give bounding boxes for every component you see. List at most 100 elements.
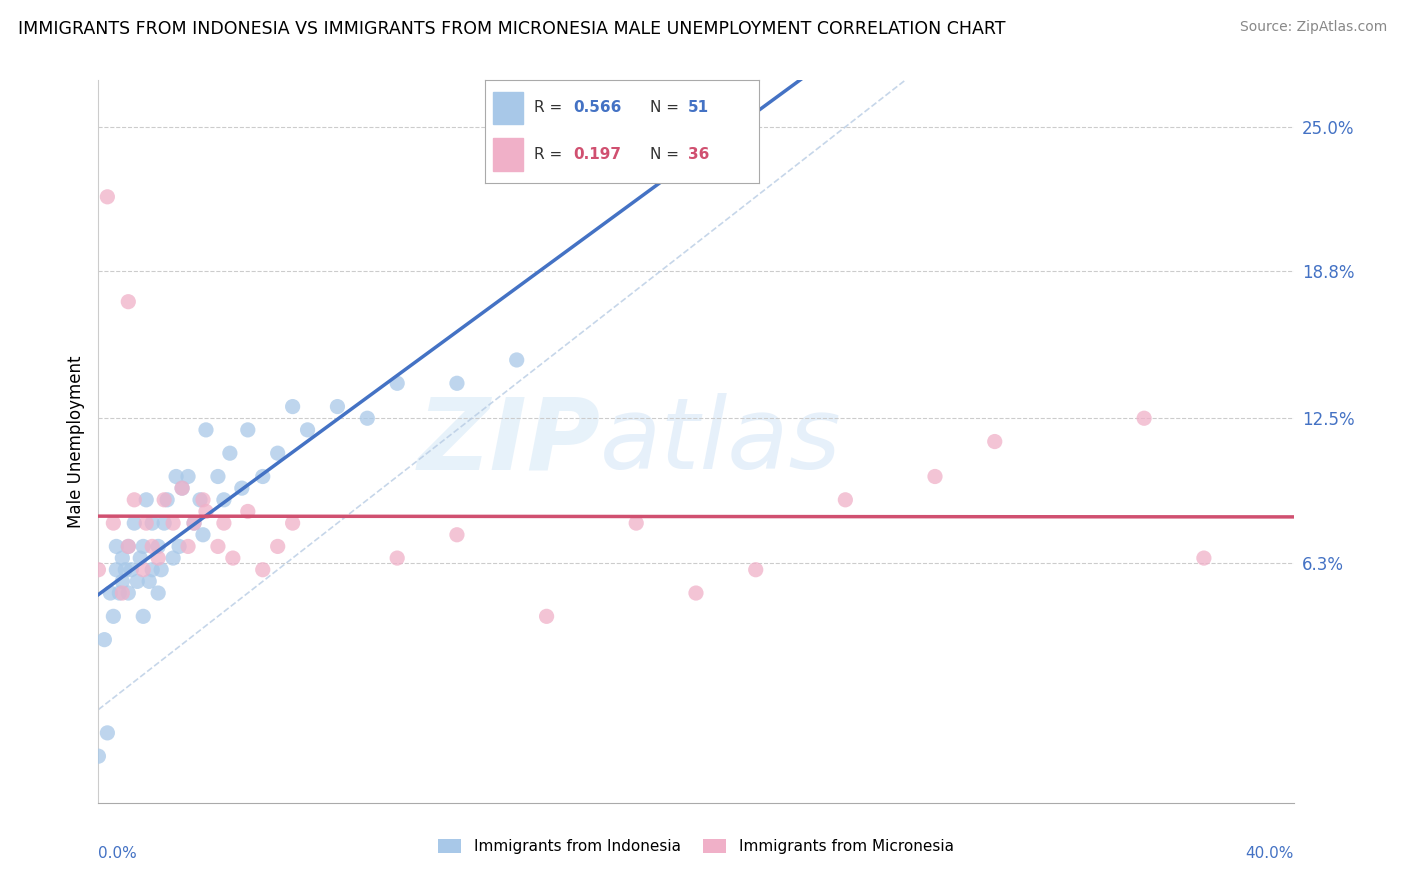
Point bbox=[124, 492, 146, 507]
Point bbox=[231, 481, 253, 495]
Point bbox=[148, 540, 170, 554]
Point bbox=[267, 540, 290, 554]
Point bbox=[167, 540, 190, 554]
Point bbox=[297, 423, 319, 437]
Text: atlas: atlas bbox=[600, 393, 842, 490]
Text: ZIP: ZIP bbox=[418, 393, 600, 490]
Text: 40.0%: 40.0% bbox=[1246, 847, 1294, 861]
Point bbox=[150, 563, 173, 577]
Point bbox=[188, 492, 211, 507]
Point bbox=[385, 551, 409, 566]
Point bbox=[124, 516, 146, 530]
Point bbox=[132, 563, 155, 577]
Point bbox=[153, 516, 176, 530]
Point bbox=[385, 376, 409, 391]
Point bbox=[222, 551, 245, 566]
Point bbox=[93, 632, 115, 647]
Point bbox=[117, 540, 139, 554]
Point bbox=[153, 492, 176, 507]
Point bbox=[252, 469, 274, 483]
Point bbox=[117, 586, 139, 600]
Point bbox=[195, 423, 218, 437]
Point bbox=[141, 540, 163, 554]
Point bbox=[132, 609, 155, 624]
Text: R =: R = bbox=[534, 101, 568, 115]
Point bbox=[236, 504, 259, 518]
Point bbox=[281, 516, 304, 530]
Point bbox=[87, 563, 110, 577]
Point bbox=[156, 492, 179, 507]
Point bbox=[1192, 551, 1215, 566]
Point bbox=[129, 551, 152, 566]
Point bbox=[207, 540, 229, 554]
Y-axis label: Male Unemployment: Male Unemployment bbox=[66, 355, 84, 528]
Point bbox=[111, 586, 134, 600]
Text: N =: N = bbox=[650, 101, 683, 115]
Text: R =: R = bbox=[534, 146, 568, 161]
Point bbox=[120, 563, 142, 577]
Point bbox=[1133, 411, 1156, 425]
Point bbox=[177, 469, 200, 483]
Point bbox=[135, 516, 157, 530]
Point bbox=[172, 481, 194, 495]
Point bbox=[132, 540, 155, 554]
Point bbox=[177, 540, 200, 554]
Point bbox=[834, 492, 856, 507]
Point bbox=[446, 376, 468, 391]
Point bbox=[536, 609, 558, 624]
Point bbox=[105, 563, 128, 577]
Point bbox=[745, 563, 768, 577]
Point bbox=[252, 563, 274, 577]
Point bbox=[162, 551, 184, 566]
Text: IMMIGRANTS FROM INDONESIA VS IMMIGRANTS FROM MICRONESIA MALE UNEMPLOYMENT CORREL: IMMIGRANTS FROM INDONESIA VS IMMIGRANTS … bbox=[18, 20, 1005, 37]
Point bbox=[191, 528, 214, 542]
Point bbox=[111, 551, 134, 566]
Point bbox=[141, 516, 163, 530]
Text: 0.0%: 0.0% bbox=[98, 847, 138, 861]
Point bbox=[984, 434, 1007, 449]
Point bbox=[114, 563, 136, 577]
Text: 0.566: 0.566 bbox=[572, 101, 621, 115]
Text: 36: 36 bbox=[688, 146, 710, 161]
Text: Source: ZipAtlas.com: Source: ZipAtlas.com bbox=[1240, 20, 1388, 34]
Point bbox=[267, 446, 290, 460]
Point bbox=[326, 400, 349, 414]
Point bbox=[138, 574, 160, 589]
Point bbox=[96, 726, 118, 740]
Point bbox=[87, 749, 110, 764]
Point bbox=[105, 540, 128, 554]
Point bbox=[172, 481, 194, 495]
Point bbox=[98, 586, 122, 600]
Text: N =: N = bbox=[650, 146, 683, 161]
Point bbox=[506, 353, 529, 368]
Text: 51: 51 bbox=[688, 101, 709, 115]
Point bbox=[685, 586, 707, 600]
Point bbox=[924, 469, 946, 483]
Point bbox=[219, 446, 242, 460]
Point bbox=[626, 516, 648, 530]
Point bbox=[141, 563, 163, 577]
Point bbox=[148, 586, 170, 600]
Bar bbox=[494, 137, 523, 170]
Point bbox=[281, 400, 304, 414]
Point bbox=[183, 516, 205, 530]
Point bbox=[183, 516, 205, 530]
Point bbox=[236, 423, 259, 437]
Point bbox=[212, 492, 235, 507]
Point bbox=[96, 190, 118, 204]
Point bbox=[148, 551, 170, 566]
Point bbox=[212, 516, 235, 530]
Point bbox=[108, 586, 131, 600]
Legend: Immigrants from Indonesia, Immigrants from Micronesia: Immigrants from Indonesia, Immigrants fr… bbox=[432, 833, 960, 860]
Point bbox=[195, 504, 218, 518]
Point bbox=[127, 574, 149, 589]
Point bbox=[356, 411, 378, 425]
Point bbox=[117, 294, 139, 309]
Point bbox=[446, 528, 468, 542]
Point bbox=[111, 574, 134, 589]
Text: 0.197: 0.197 bbox=[572, 146, 621, 161]
Point bbox=[103, 609, 125, 624]
Point bbox=[135, 492, 157, 507]
Point bbox=[117, 540, 139, 554]
Point bbox=[207, 469, 229, 483]
